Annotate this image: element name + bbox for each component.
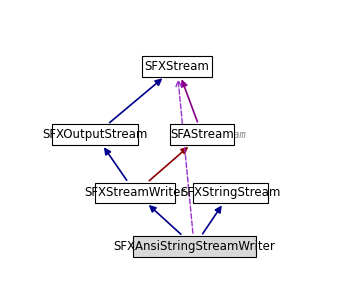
FancyBboxPatch shape bbox=[193, 183, 268, 203]
Text: _stream: _stream bbox=[201, 131, 245, 141]
FancyBboxPatch shape bbox=[133, 236, 256, 257]
FancyBboxPatch shape bbox=[142, 56, 211, 77]
Text: SFXStreamWriter: SFXStreamWriter bbox=[85, 186, 186, 199]
Text: SFXAnsiStringStreamWriter: SFXAnsiStringStreamWriter bbox=[113, 240, 275, 253]
Text: SFXStringStream: SFXStringStream bbox=[180, 186, 280, 199]
Text: SFAStream: SFAStream bbox=[170, 128, 234, 141]
FancyBboxPatch shape bbox=[170, 124, 234, 145]
Text: SFXOutputStream: SFXOutputStream bbox=[42, 128, 148, 141]
Text: SFXStream: SFXStream bbox=[144, 60, 209, 73]
FancyBboxPatch shape bbox=[52, 124, 138, 145]
FancyBboxPatch shape bbox=[95, 183, 176, 203]
